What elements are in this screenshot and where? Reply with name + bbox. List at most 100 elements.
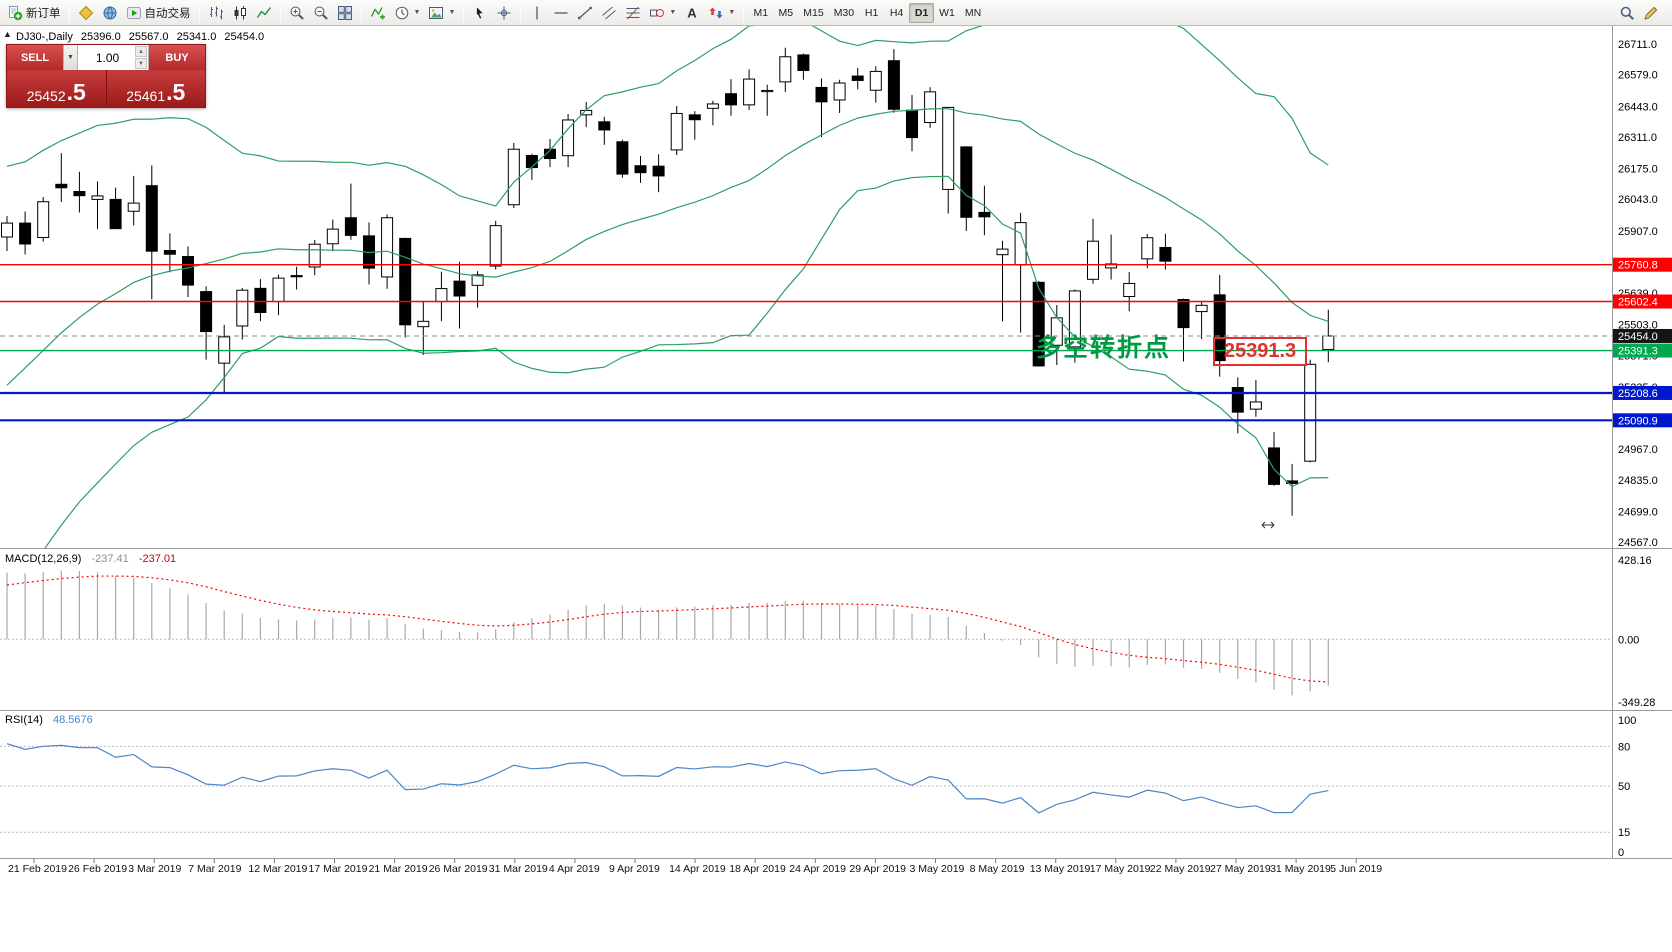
zoom-out-button[interactable] xyxy=(309,2,333,23)
toolbar-separator xyxy=(198,3,200,22)
arrows-icon xyxy=(708,5,724,21)
svg-text:13 May 2019: 13 May 2019 xyxy=(1030,863,1091,875)
new-order-button[interactable]: 新订单 xyxy=(3,2,65,23)
timeframe-m15[interactable]: M15 xyxy=(803,6,824,19)
new-order-button-label: 新订单 xyxy=(26,7,61,20)
text-button[interactable]: A xyxy=(680,2,704,23)
diamond-icon xyxy=(78,5,94,21)
periods-button[interactable]: ▼ xyxy=(390,2,425,23)
timeframe-h4[interactable]: H4 xyxy=(889,6,904,19)
zoomout-icon xyxy=(313,5,329,21)
tile-windows-button[interactable] xyxy=(333,2,357,23)
sell-button[interactable]: SELL xyxy=(7,45,63,70)
candles xyxy=(1,47,1335,516)
timeframe-w1[interactable]: W1 xyxy=(939,6,955,19)
linechart-icon xyxy=(256,5,272,21)
svg-text:25454.0: 25454.0 xyxy=(1618,331,1658,343)
line-chart-button[interactable] xyxy=(252,2,276,23)
textA-icon: A xyxy=(684,5,700,21)
shapes-button[interactable]: ▼ xyxy=(645,2,680,23)
chart-title: DJ30-,Daily 25396.0 25567.0 25341.0 2545… xyxy=(16,31,269,43)
rsi-indicator-label: RSI(14) 48.5676 xyxy=(5,714,93,726)
cursor-button[interactable] xyxy=(468,2,492,23)
buy-price-decimal: .5 xyxy=(166,79,186,106)
vertical-line-button[interactable] xyxy=(525,2,549,23)
ohlc-close: 25454.0 xyxy=(224,31,265,43)
svg-text:24699.0: 24699.0 xyxy=(1618,506,1658,518)
indicators-button[interactable] xyxy=(366,2,390,23)
svg-text:29 Apr 2019: 29 Apr 2019 xyxy=(849,863,906,875)
svg-text:26175.0: 26175.0 xyxy=(1618,164,1658,176)
macd-indicator-label: MACD(12,26,9) -237.41 -237.01 xyxy=(5,553,176,565)
toolbar: 新订单 自动交易 ▼ ▼ ▼ A ▼ M1 M5 M15 M30 H1 H4 D1 W1 MN xyxy=(0,0,1672,26)
timeframe-m1[interactable]: M1 xyxy=(753,6,769,19)
toolbar-separator xyxy=(360,3,362,22)
buy-price-int: 25461 xyxy=(126,88,166,104)
search-button[interactable] xyxy=(1615,2,1639,23)
bar-chart-button[interactable] xyxy=(204,2,228,23)
trend-icon xyxy=(577,5,593,21)
buy-button[interactable]: BUY xyxy=(149,45,205,70)
svg-text:80: 80 xyxy=(1618,741,1630,753)
toolbar-separator xyxy=(520,3,522,22)
auto-trading-button[interactable]: 自动交易 xyxy=(122,2,195,23)
annotation-turning-point[interactable]: 多空转折点 xyxy=(1036,334,1172,362)
quick-edit-button[interactable] xyxy=(1639,2,1663,23)
volume-input[interactable] xyxy=(78,45,148,70)
buy-price[interactable]: 25461.5 xyxy=(107,70,206,107)
rsi-value: 48.5676 xyxy=(52,714,93,726)
zoomin-icon xyxy=(289,5,305,21)
autotrade-icon xyxy=(126,5,142,21)
pencil-icon xyxy=(1643,5,1659,21)
timeframe-m5[interactable]: M5 xyxy=(778,6,794,19)
svg-text:A: A xyxy=(688,5,698,20)
chart-canvas[interactable]: 26711.0 26579.0 26443.0 26311.0 26175.0 26043… xyxy=(0,26,1672,952)
sell-price-int: 25452 xyxy=(26,88,66,104)
volume-decrease-button[interactable]: ▼ xyxy=(135,58,147,69)
horizontal-line-button[interactable] xyxy=(549,2,573,23)
templates-button[interactable]: ▼ xyxy=(424,2,459,23)
svg-text:3 Mar 2019: 3 Mar 2019 xyxy=(128,863,181,875)
timeframe-h1[interactable]: H1 xyxy=(864,6,879,19)
svg-text:17 Mar 2019: 17 Mar 2019 xyxy=(309,863,368,875)
one-click-trading-panel: SELL ▼ ▲ ▼ BUY 25452.5 25461.5 xyxy=(6,44,206,108)
charts-profile-button[interactable] xyxy=(74,2,98,23)
macd-signal-value: -237.01 xyxy=(138,553,177,565)
volume-increase-button[interactable]: ▲ xyxy=(135,46,147,57)
crosshair-button[interactable] xyxy=(492,2,516,23)
svg-text:25760.8: 25760.8 xyxy=(1618,260,1658,272)
svg-text:26711.0: 26711.0 xyxy=(1618,39,1657,51)
crosshair-icon xyxy=(496,5,512,21)
date-axis[interactable]: 21 Feb 2019 26 Feb 2019 3 Mar 2019 7 Mar 20… xyxy=(8,859,1382,875)
svg-text:26311.0: 26311.0 xyxy=(1618,132,1657,144)
fibonacci-button[interactable] xyxy=(621,2,645,23)
trendline-button[interactable] xyxy=(573,2,597,23)
shapes-icon xyxy=(649,5,665,21)
candles-icon xyxy=(232,5,248,21)
fibo-icon xyxy=(625,5,641,21)
market-watch-button[interactable] xyxy=(98,2,122,23)
one-click-top-row: SELL ▼ ▲ ▼ BUY xyxy=(7,45,205,70)
equidistant-channel-button[interactable] xyxy=(597,2,621,23)
svg-text:21 Mar 2019: 21 Mar 2019 xyxy=(369,863,428,875)
toolbar-separator xyxy=(463,3,465,22)
timeframe-m30[interactable]: M30 xyxy=(833,6,855,19)
toolbar-separator xyxy=(743,3,745,22)
toolbar-right-group xyxy=(1615,2,1669,23)
timeframe-mn[interactable]: MN xyxy=(964,6,982,19)
timeframe-d1[interactable]: D1 xyxy=(909,2,935,23)
price-axis[interactable]: 26711.0 26579.0 26443.0 26311.0 26175.0 26043… xyxy=(1618,39,1658,549)
arrows-button[interactable]: ▼ xyxy=(704,2,739,23)
one-click-collapse-icon[interactable]: ▲ xyxy=(3,29,12,39)
svg-text:26 Mar 2019: 26 Mar 2019 xyxy=(429,863,488,875)
caret-down-icon: ▼ xyxy=(413,9,421,16)
svg-text:31 May 2019: 31 May 2019 xyxy=(1270,863,1331,875)
annotation-price-box[interactable]: 25391.3 xyxy=(1213,337,1307,366)
svg-text:22 May 2019: 22 May 2019 xyxy=(1150,863,1211,875)
zoom-in-button[interactable] xyxy=(285,2,309,23)
sell-price[interactable]: 25452.5 xyxy=(7,70,106,107)
order-type-dropdown[interactable]: ▼ xyxy=(63,45,78,70)
svg-text:24 Apr 2019: 24 Apr 2019 xyxy=(789,863,846,875)
svg-text:25907.0: 25907.0 xyxy=(1618,226,1658,238)
candlestick-chart-button[interactable] xyxy=(228,2,252,23)
